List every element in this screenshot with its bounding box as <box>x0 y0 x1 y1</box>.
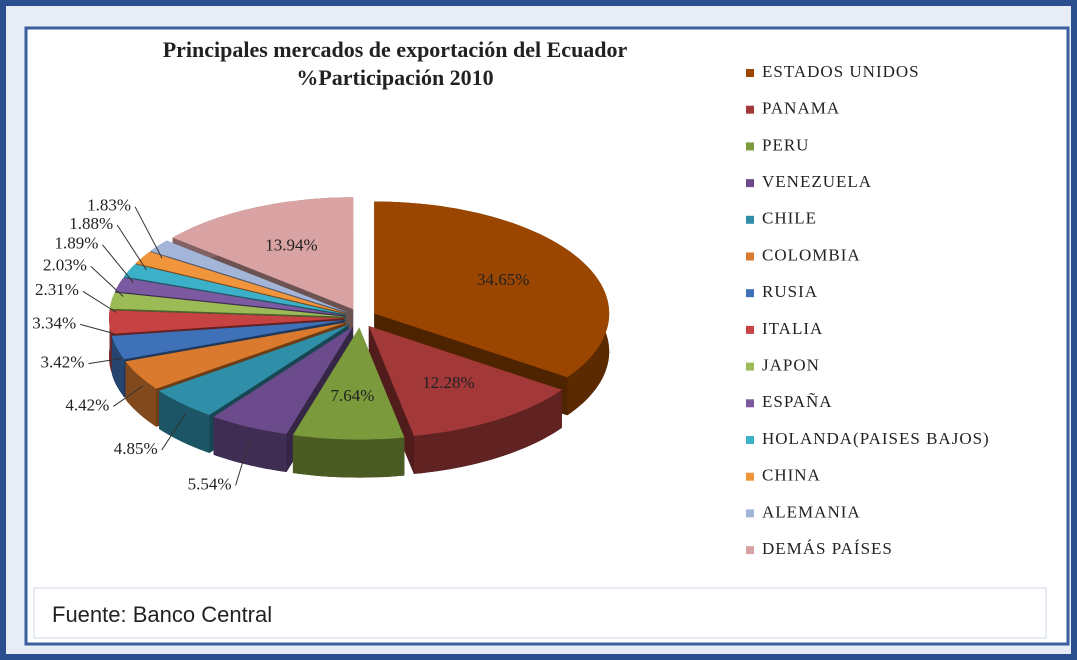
slice-wall <box>292 435 405 478</box>
slice <box>150 240 348 313</box>
legend-label: JAPON <box>762 356 820 375</box>
slice <box>109 310 344 334</box>
legend-swatch <box>746 399 754 408</box>
legend-label: ITALIA <box>762 319 823 338</box>
legend-swatch <box>746 252 754 261</box>
legend-swatch <box>746 69 754 77</box>
leader-line <box>134 206 163 259</box>
data-label: 3.42% <box>41 353 85 372</box>
slice <box>172 197 354 310</box>
slice <box>125 322 346 389</box>
legend-swatch <box>746 105 754 114</box>
legend-label: CHINA <box>762 466 821 485</box>
slice <box>111 320 345 360</box>
legend-swatch <box>746 362 754 371</box>
leader-line <box>80 323 114 334</box>
slice <box>135 251 347 314</box>
data-label: 2.31% <box>35 280 79 299</box>
leader-line <box>102 244 134 283</box>
leader-line <box>116 224 147 271</box>
data-label: 4.42% <box>65 395 109 414</box>
legend-swatch <box>746 289 754 298</box>
legend-swatch <box>746 215 754 224</box>
leader-line <box>113 385 144 407</box>
slice <box>159 324 349 415</box>
legend-label: DEMÁS PAÍSES <box>762 539 893 558</box>
source-box <box>33 587 1047 639</box>
data-label: 7.64% <box>331 386 375 405</box>
legend-label: RUSIA <box>762 282 818 301</box>
legend-label: PANAMA <box>762 99 840 118</box>
legend-swatch <box>746 325 754 334</box>
legend-label: HOLANDA(PAISES BAJOS) <box>762 429 990 448</box>
data-label: 5.54% <box>188 474 232 493</box>
legend-swatch <box>746 546 754 555</box>
legend-swatch <box>746 142 754 151</box>
legend-label: ESTADOS UNIDOS <box>762 62 920 81</box>
legend-swatch <box>746 472 754 481</box>
leader-line <box>88 358 122 365</box>
data-label: 1.83% <box>87 196 131 215</box>
legend-label: ESPAÑA <box>762 392 833 411</box>
leader-line <box>161 413 187 451</box>
data-label: 1.88% <box>69 214 113 233</box>
data-label: 4.85% <box>114 439 158 458</box>
leader-line <box>82 290 117 313</box>
slice-wall <box>413 389 562 474</box>
slice-wall <box>111 335 125 398</box>
chart-title: Principales mercados de exportación del … <box>163 37 628 62</box>
data-label: 1.89% <box>54 234 98 253</box>
chart-subtitle: %Participación 2010 <box>296 65 493 90</box>
legend-swatch <box>746 509 754 518</box>
slice <box>109 292 345 317</box>
data-label: 13.94% <box>265 235 317 254</box>
data-label: 34.65% <box>477 270 529 289</box>
legend-label: PERU <box>762 135 809 154</box>
slice <box>368 326 562 436</box>
slice <box>213 326 353 434</box>
legend-label: VENEZUELA <box>762 172 872 191</box>
slice <box>292 327 405 440</box>
slice-wall <box>159 390 210 453</box>
legend-label: COLOMBIA <box>762 245 861 264</box>
legend-label: ALEMANIA <box>762 502 861 521</box>
data-label: 3.34% <box>32 313 76 332</box>
leader-line <box>235 436 252 486</box>
slice-wall <box>213 416 287 472</box>
data-label: 2.03% <box>43 255 87 274</box>
slice <box>374 201 610 378</box>
slice-wall <box>125 361 157 427</box>
legend-swatch <box>746 436 754 444</box>
leader-line <box>90 266 124 297</box>
slice <box>124 264 346 315</box>
data-label: 12.28% <box>422 373 474 392</box>
legend-label: CHILE <box>762 209 817 228</box>
slice <box>115 277 345 316</box>
legend-swatch <box>746 179 754 188</box>
source: Fuente: Banco Central <box>52 602 272 627</box>
